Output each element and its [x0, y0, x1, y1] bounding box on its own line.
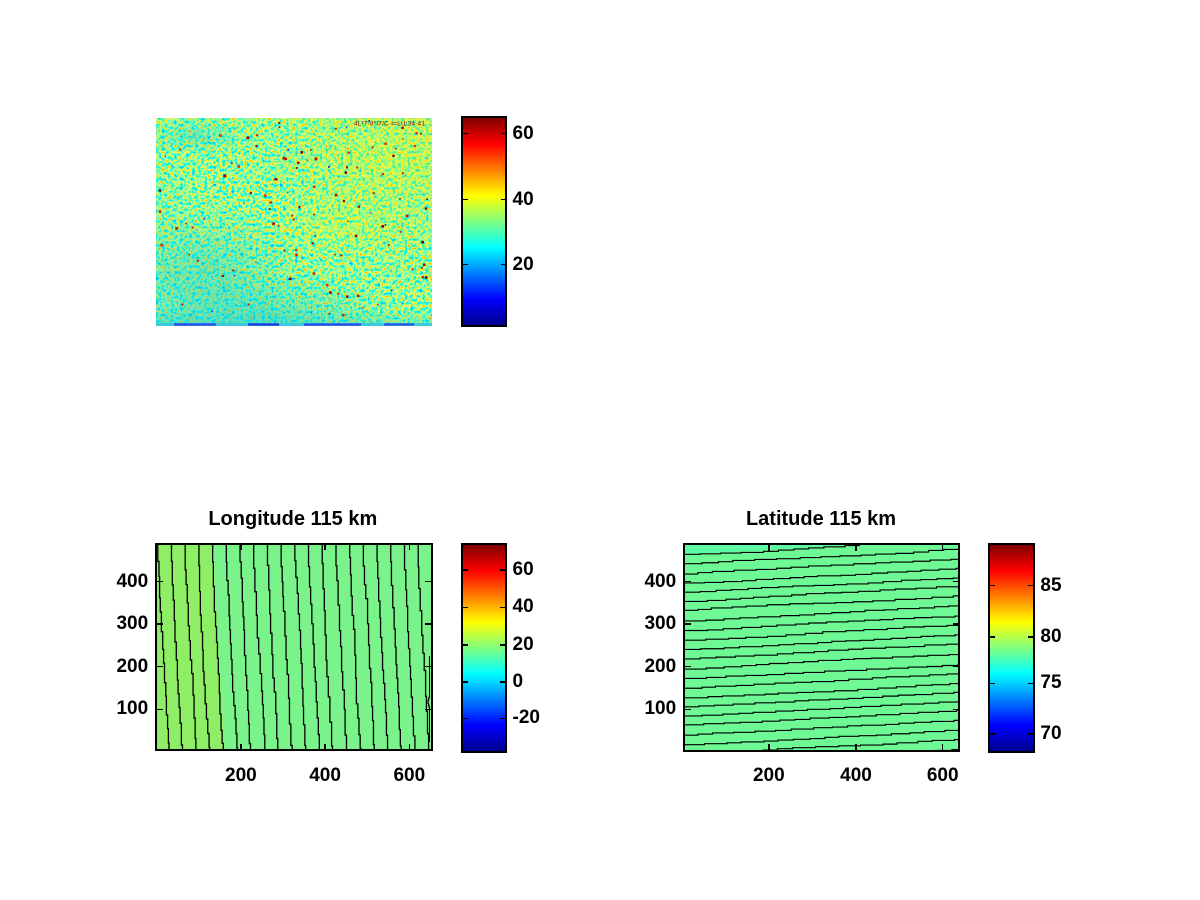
svg-text:4L²7·8*I7/C·I=LU:34·41: 4L²7·8*I7/C·I=LU:34·41	[354, 120, 425, 127]
